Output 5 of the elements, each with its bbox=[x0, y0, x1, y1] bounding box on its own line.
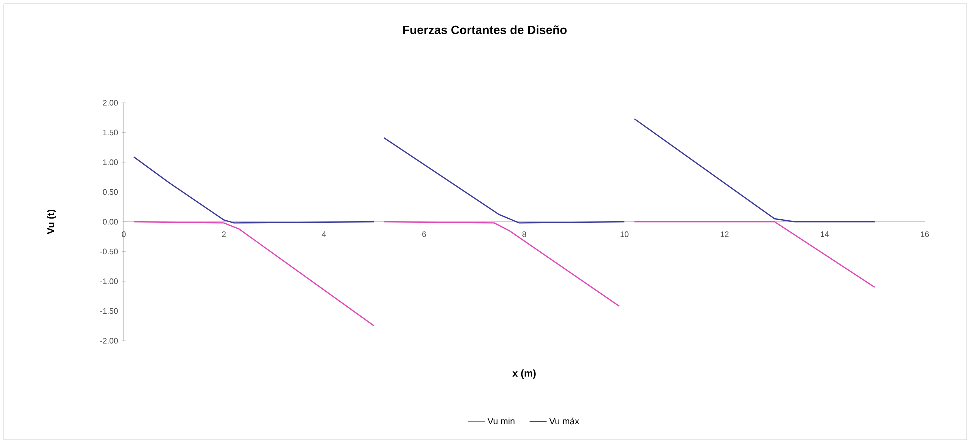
chart-title: Fuerzas Cortantes de Diseño bbox=[403, 26, 567, 34]
x-axis-title: x (m) bbox=[512, 370, 536, 379]
y-axis-title: Vu (t) bbox=[47, 210, 56, 234]
legend-label: Vu máx bbox=[550, 418, 580, 425]
legend-label: Vu min bbox=[488, 418, 515, 425]
